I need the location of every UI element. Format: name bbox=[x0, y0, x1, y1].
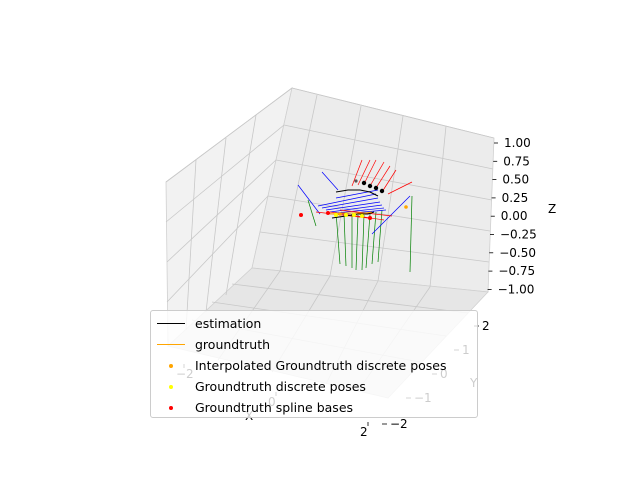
y-tick-label: 2 bbox=[482, 319, 490, 333]
z-tick-label: −1.00 bbox=[498, 282, 535, 296]
z-tick-label: −0.25 bbox=[500, 228, 537, 242]
legend-item-discrete: Groundtruth discrete poses bbox=[151, 377, 477, 397]
legend-label: groundtruth bbox=[195, 337, 271, 352]
legend: estimation groundtruth Interpolated Grou… bbox=[150, 310, 478, 418]
z-axis-label: Z bbox=[548, 202, 556, 216]
groundtruth-discrete-points bbox=[334, 213, 364, 218]
legend-swatch-line bbox=[157, 323, 185, 324]
interpolated-groundtruth-points bbox=[338, 205, 408, 216]
spline-bases-points bbox=[299, 211, 372, 220]
back-right-pane bbox=[251, 87, 495, 293]
z-tick-label: 0.75 bbox=[503, 154, 530, 168]
legend-label: estimation bbox=[195, 316, 262, 331]
z-tick-label: 0.50 bbox=[502, 173, 529, 187]
legend-label: Groundtruth spline bases bbox=[195, 400, 354, 415]
legend-item-estimation: estimation bbox=[151, 314, 477, 334]
legend-item-spline-bases: Groundtruth spline bases bbox=[151, 398, 477, 418]
legend-label: Interpolated Groundtruth discrete poses bbox=[195, 358, 447, 373]
legend-swatch-dot bbox=[169, 406, 173, 410]
frame-z-axes bbox=[307, 195, 413, 273]
legend-swatch-dot bbox=[169, 385, 173, 389]
legend-swatch-line bbox=[157, 344, 185, 345]
z-tick-label: 1.00 bbox=[504, 136, 531, 150]
legend-swatch-dot bbox=[169, 364, 173, 368]
legend-item-groundtruth: groundtruth bbox=[151, 335, 477, 355]
z-tick-label: 0.25 bbox=[502, 191, 529, 205]
legend-item-interpolated: Interpolated Groundtruth discrete poses bbox=[151, 356, 477, 376]
z-tick-label: −0.75 bbox=[498, 264, 535, 278]
legend-label: Groundtruth discrete poses bbox=[195, 379, 366, 394]
estimation-line-upper bbox=[335, 189, 379, 197]
estimation-points bbox=[354, 179, 385, 194]
z-tick-label: −0.50 bbox=[499, 246, 536, 260]
y-tick-label: −2 bbox=[390, 417, 408, 431]
x-tick-label: 2 bbox=[360, 425, 368, 439]
z-tick-label: 0.00 bbox=[501, 209, 528, 223]
estimation-line bbox=[331, 211, 375, 219]
z-axis-ticks: 1.00 0.75 0.50 0.25 0.00 −0.25 −0.50 −0.75 −1.00 bbox=[487, 136, 537, 296]
frame-y-axes bbox=[297, 171, 411, 235]
